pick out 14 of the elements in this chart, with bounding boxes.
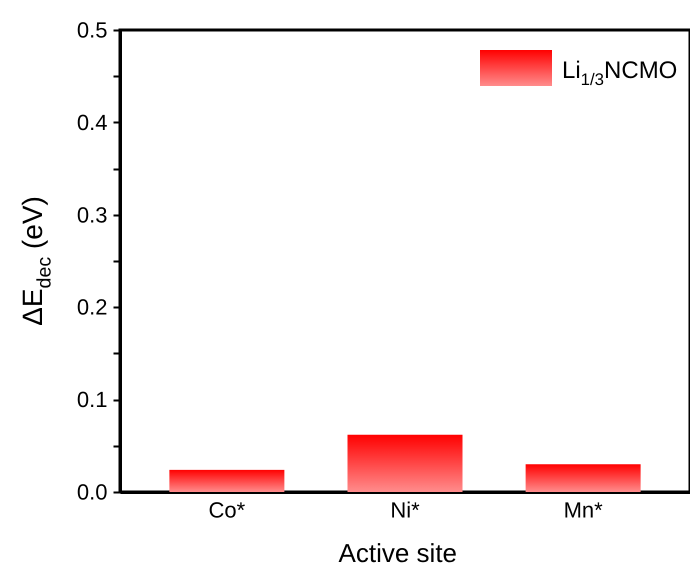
- y-tick-label: 0.0: [76, 480, 108, 504]
- y-tick-label: 0.5: [76, 18, 108, 42]
- y-tick-label: 0.2: [76, 294, 108, 320]
- y-tick-label: 0.3: [76, 202, 108, 228]
- x-tick-label: Mn*: [564, 498, 604, 522]
- y-axis-title: ΔEdec (eV): [17, 196, 56, 326]
- bar: [526, 464, 641, 492]
- x-tick-label: Ni*: [390, 498, 420, 522]
- bar: [348, 434, 462, 492]
- y-tick-label: 0.4: [76, 110, 108, 135]
- y-tick-label: 0.1: [76, 387, 108, 412]
- x-axis-title: Active site: [338, 538, 458, 565]
- bar: [169, 470, 284, 492]
- x-tick-label: Co*: [208, 498, 246, 522]
